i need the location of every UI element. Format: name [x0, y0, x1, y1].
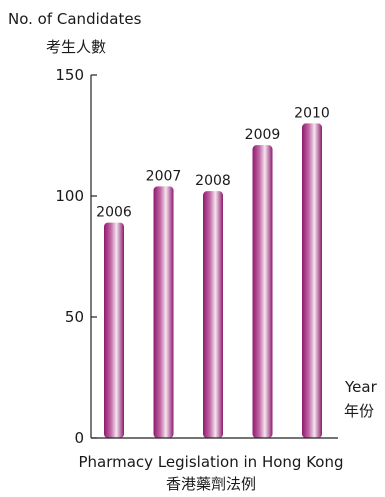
y-tick-label: 100 — [55, 187, 84, 205]
year-label-zh: 年份 — [344, 402, 374, 420]
data-labels: 2006 2007 2008 2009 2010 — [96, 105, 330, 220]
bar-label-2010: 2010 — [294, 105, 330, 121]
y-axis-title-zh: 考生人數 — [46, 38, 106, 56]
y-axis-title-en: No. of Candidates — [8, 10, 142, 28]
bar-label-2008: 2008 — [195, 173, 231, 189]
bar-2006 — [104, 222, 124, 438]
bar-label-2007: 2007 — [146, 168, 182, 184]
bars — [104, 123, 322, 439]
y-tick-label: 50 — [65, 308, 84, 326]
bar-2009 — [252, 145, 273, 438]
bar-label-2006: 2006 — [96, 205, 132, 221]
y-tick-label: 150 — [55, 66, 84, 84]
x-axis-title-zh: 香港藥劑法例 — [166, 475, 256, 493]
x-axis-title-en: Pharmacy Legislation in Hong Kong — [78, 453, 343, 471]
bar-2007 — [153, 186, 174, 438]
y-axis-ticks: 0 50 100 150 — [55, 66, 97, 447]
bar-label-2009: 2009 — [245, 127, 281, 143]
year-label-en: Year — [344, 378, 378, 396]
bar-2008 — [203, 191, 223, 438]
y-tick-label: 0 — [74, 429, 84, 447]
bar-2010 — [302, 123, 322, 439]
